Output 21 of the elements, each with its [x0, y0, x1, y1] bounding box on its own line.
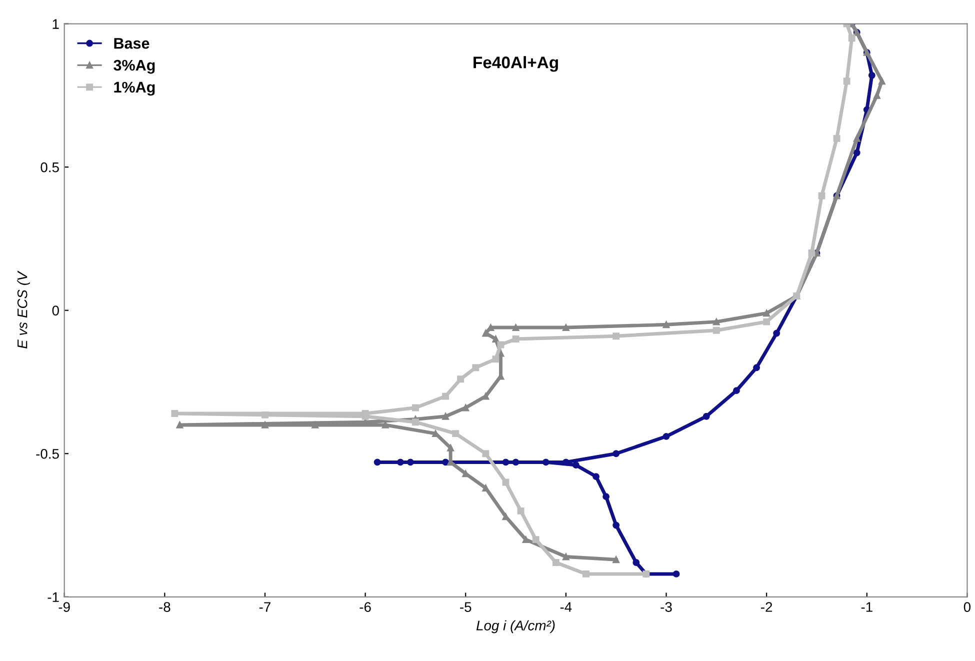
- x-tick-label: -6: [360, 602, 371, 612]
- legend-label: 3%Ag: [114, 60, 155, 74]
- y-tick-label: -0.5: [36, 448, 59, 459]
- x-tick-label: -8: [159, 602, 170, 612]
- x-tick-label: -4: [560, 602, 572, 612]
- y-tick-label: 0.5: [40, 162, 59, 172]
- y-tick-label: 0: [52, 306, 59, 316]
- legend-label: Base: [114, 38, 150, 49]
- text: Fe40Al+Ag: [474, 56, 558, 72]
- x-tick-label: -5: [460, 602, 472, 612]
- x-tick-label: -1: [861, 602, 872, 612]
- x-axis-title: Log i (A/cm²): [476, 620, 555, 634]
- x-tick-label: -3: [660, 602, 672, 612]
- y-tick-label: -1: [48, 592, 59, 602]
- x-tick-label: -2: [761, 602, 772, 612]
- y-tick-label: 1: [52, 19, 59, 29]
- legend-label: 1%Ag: [114, 82, 155, 96]
- x-tick-label: 0: [964, 602, 971, 612]
- y-axis-title: E vs ECS (V: [17, 270, 30, 348]
- x-tick-label: -9: [58, 602, 70, 612]
- x-tick-label: -7: [259, 602, 270, 612]
